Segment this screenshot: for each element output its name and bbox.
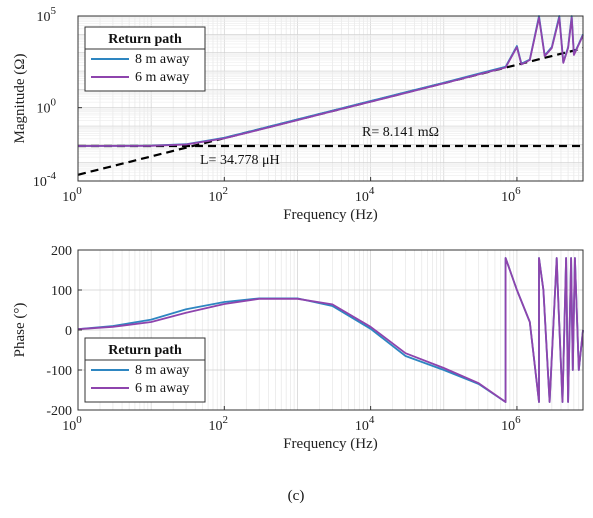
magnitude-x-axis-label: Frequency (Hz) (283, 207, 378, 223)
phase-legend: Return path 8 m away 6 m away (84, 337, 206, 403)
magnitude-y-ticks: 10-4 100 105 (33, 5, 82, 190)
x-tick-label: 104 (355, 185, 375, 205)
x-tick-label: 106 (501, 185, 521, 205)
y-tick-label: 10-4 (33, 170, 57, 190)
x-tick-label: 102 (209, 414, 229, 434)
phase-x-axis-label: Frequency (Hz) (283, 436, 378, 452)
x-tick-label: 104 (355, 414, 375, 434)
y-tick-label: 105 (37, 5, 57, 25)
magnitude-y-axis-label: Magnitude (Ω) (12, 54, 28, 144)
magnitude-legend-label-6m: 6 m away (135, 70, 189, 85)
magnitude-legend: Return path 8 m away 6 m away (84, 26, 206, 92)
magnitude-axes-box (77, 15, 584, 182)
x-tick-label: 100 (62, 185, 82, 205)
series-line-6m (77, 16, 584, 147)
y-tick-label: 100 (37, 97, 57, 117)
y-tick-label: 0 (65, 324, 72, 339)
magnitude-series (77, 15, 584, 147)
magnitude-legend-title: Return path (108, 32, 182, 47)
phase-x-ticks: 100 102 104 106 (62, 406, 521, 434)
phase-y-axis-label: Phase (°) (12, 303, 28, 358)
phase-legend-label-6m: 6 m away (135, 381, 189, 396)
y-tick-label: 100 (51, 284, 72, 299)
y-tick-label: 200 (51, 244, 72, 259)
resistance-annotation: R= 8.141 mΩ (362, 125, 439, 140)
phase-legend-title: Return path (108, 343, 182, 358)
x-tick-label: 106 (501, 414, 521, 434)
series-line-6m (77, 257, 584, 403)
magnitude-legend-box (84, 26, 206, 92)
phase-legend-label-8m: 8 m away (135, 363, 189, 378)
magnitude-x-ticks: 100 102 104 106 (62, 177, 521, 205)
x-tick-label: 100 (62, 414, 82, 434)
x-tick-label: 102 (209, 185, 229, 205)
y-tick-label: -200 (46, 404, 72, 419)
magnitude-legend-label-8m: 8 m away (135, 52, 189, 67)
phase-y-ticks: 200 100 0 -100 -200 (46, 244, 82, 419)
phase-plot: 100 102 104 106 200 100 0 -100 -200 Frequency (… (12, 244, 584, 452)
figure-caption: (c) (288, 488, 305, 504)
y-tick-label: -100 (46, 364, 72, 379)
phase-series (77, 257, 584, 403)
inductance-annotation: L= 34.778 μH (200, 153, 280, 168)
